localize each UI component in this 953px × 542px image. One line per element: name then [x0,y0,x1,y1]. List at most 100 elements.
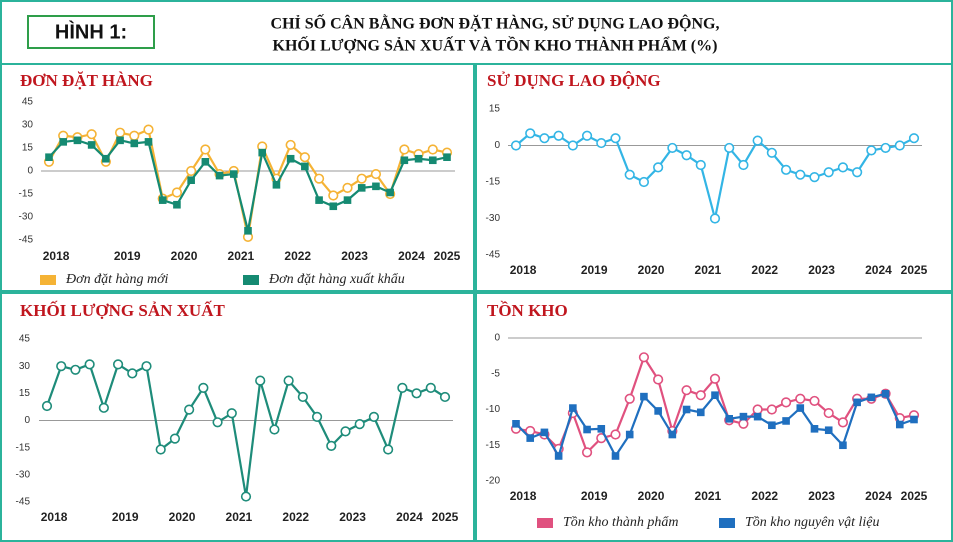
point [386,188,394,197]
legend-swatch [719,518,735,528]
point [141,361,152,372]
figure-label-box [27,15,155,49]
x-tick-label: 2019 [114,249,141,263]
point [326,440,337,451]
point [286,154,295,163]
point [681,150,692,161]
point [354,419,365,430]
x-tick-label: 2025 [432,510,459,524]
point [696,408,705,417]
y-tick-label: -15 [16,442,31,453]
point [596,137,607,149]
point [766,147,777,158]
figure-label: HÌNH 1: [55,20,127,43]
point [45,153,53,161]
y-tick-label: -15 [486,440,501,451]
point [127,368,138,379]
point [539,133,550,144]
x-tick-label: 2023 [808,263,835,277]
x-tick-label: 2024 [865,489,892,503]
chart-title: KHỐI LƯỢNG SẢN XUẤT [20,300,225,320]
y-tick-label: -5 [491,368,500,379]
point [283,375,294,386]
point [780,164,792,175]
x-tick-label: 2018 [510,489,537,503]
x-tick-label: 2021 [226,510,253,524]
y-tick-label: 0 [27,166,33,177]
point [299,152,310,163]
point [638,176,650,188]
point [569,404,577,412]
x-tick-label: 2025 [901,263,928,277]
y-tick-label: 15 [22,143,34,154]
point [439,391,451,403]
point [86,129,97,140]
point [200,144,211,155]
point [766,404,777,415]
point [810,425,819,433]
point [84,359,95,370]
point [356,173,367,184]
point [383,444,394,455]
point [853,398,861,407]
point [711,391,719,399]
point [752,135,763,146]
point [724,142,735,154]
point [171,187,183,198]
point [881,389,890,398]
point [823,407,834,419]
point [709,373,721,384]
point [116,136,124,145]
point [144,138,153,146]
chart-title: TỒN KHO [487,300,568,320]
point [738,159,749,171]
y-tick-label: -45 [486,250,501,261]
x-tick-label: 2025 [901,489,928,503]
chart-title: ĐƠN ĐẶT HÀNG [20,71,153,90]
point [795,393,806,404]
y-tick-label: 0 [24,415,30,426]
y-tick-label: -45 [16,497,31,508]
point [70,364,81,375]
legend-label: Tồn kho nguyên vật liệu [745,515,880,530]
point [155,444,166,455]
point [372,182,380,191]
y-tick-label: 15 [19,388,31,399]
x-tick-label: 2018 [43,249,70,263]
y-tick-label: -10 [486,404,501,415]
x-tick-label: 2022 [751,263,778,277]
point [668,430,677,439]
x-tick-label: 2020 [638,263,665,277]
point [169,433,181,444]
point [725,414,734,423]
point [102,154,110,163]
point [368,411,380,422]
legend-swatch [537,518,553,528]
point [624,169,635,180]
point [129,130,140,141]
point [428,156,437,165]
point [512,420,520,428]
point [653,374,664,385]
point [782,417,790,425]
point [866,145,877,156]
point [567,140,578,151]
point [526,434,535,442]
point [342,182,353,193]
x-tick-label: 2019 [112,510,139,524]
point [114,127,126,138]
point [581,130,593,141]
x-tick-label: 2024 [398,249,425,263]
point [315,196,323,204]
x-tick-label: 2021 [695,489,722,503]
point [414,154,423,163]
point [540,428,549,437]
x-tick-label: 2023 [808,489,835,503]
point [329,202,338,211]
point [653,162,664,173]
point [112,359,124,370]
x-tick-label: 2022 [284,249,311,263]
point [625,430,634,439]
point [397,382,408,394]
y-tick-label: -45 [19,235,34,246]
